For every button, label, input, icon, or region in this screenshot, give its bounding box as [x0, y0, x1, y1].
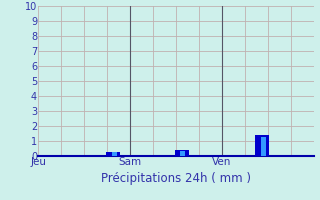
- Bar: [255, 135, 269, 156]
- Bar: [106, 152, 120, 156]
- Bar: [260, 137, 266, 156]
- Bar: [111, 152, 116, 156]
- Bar: [175, 150, 188, 156]
- Bar: [180, 151, 185, 156]
- X-axis label: Précipitations 24h ( mm ): Précipitations 24h ( mm ): [101, 172, 251, 185]
